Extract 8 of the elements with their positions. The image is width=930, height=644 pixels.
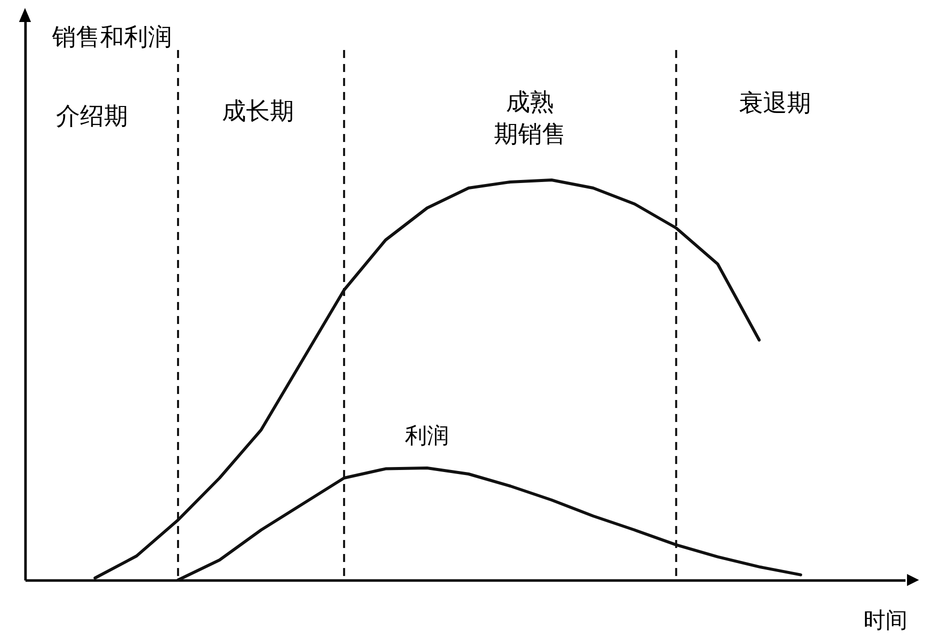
text: 销售和利润 — [51, 23, 172, 51]
text: 衰退期 — [739, 89, 811, 117]
series-label: 利润 — [405, 424, 450, 449]
text: 期销售 — [494, 120, 566, 148]
text: 成长期 — [222, 97, 294, 125]
text: 介绍期 — [56, 102, 128, 130]
x-axis-title: 时间 — [864, 608, 908, 634]
text: 成熟 — [506, 88, 554, 116]
